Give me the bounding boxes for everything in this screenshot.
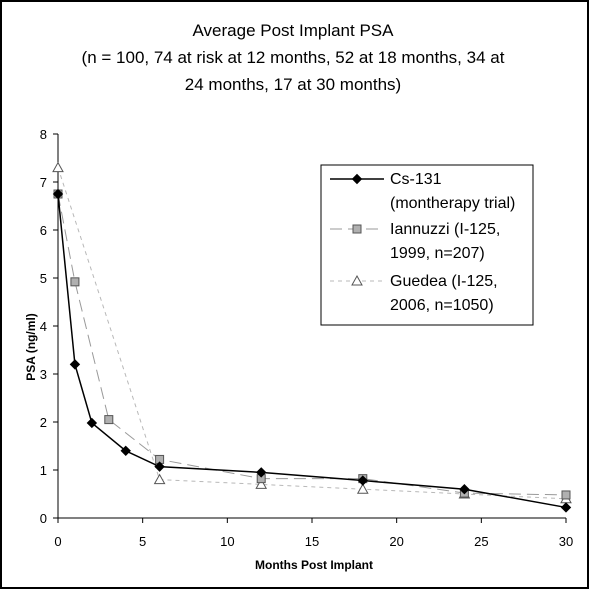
legend-label: (montherapy trial) — [390, 195, 515, 212]
chart-title-line-2: (n = 100, 74 at risk at 12 months, 52 at… — [82, 48, 505, 67]
y-tick-label: 7 — [40, 175, 47, 190]
data-point — [52, 161, 64, 173]
legend-label: Guedea (I-125, — [390, 273, 498, 290]
data-point — [357, 475, 369, 486]
x-tick-label: 20 — [389, 534, 403, 549]
data-point — [560, 502, 572, 513]
legend-label: Iannuzzi (I-125, — [390, 221, 500, 238]
legend-label: Cs-131 — [390, 171, 442, 188]
x-tick-label: 25 — [474, 534, 488, 549]
data-point — [69, 359, 81, 370]
data-point — [86, 417, 98, 429]
series-0 — [52, 188, 572, 513]
y-tick-label: 5 — [40, 271, 47, 286]
chart-title: Average Post Implant PSA (n = 100, 74 at… — [82, 21, 505, 94]
legend-marker — [351, 274, 363, 286]
legend: Cs-131 (montherapy trial) Iannuzzi (I-125,… — [320, 164, 534, 326]
chart-title-line-3: 24 months, 17 at 30 months) — [185, 75, 401, 94]
data-point — [154, 461, 165, 472]
y-tick-label: 6 — [40, 223, 47, 238]
data-point — [459, 483, 470, 495]
y-tick-label: 3 — [40, 367, 47, 382]
data-point — [255, 478, 268, 489]
y-tick-label: 8 — [40, 127, 47, 142]
data-point — [120, 445, 131, 457]
x-tick-label: 0 — [54, 534, 61, 549]
x-tick-label: 10 — [220, 534, 234, 549]
legend-marker — [351, 173, 363, 185]
data-point — [104, 415, 114, 425]
legend-marker — [352, 224, 362, 234]
x-axis-label: Months Post Implant — [255, 558, 373, 572]
y-axis-label: PSA (ng/ml) — [24, 313, 38, 381]
axes: 0 1 2 3 4 5 6 7 8 0 5 10 15 20 25 30 — [40, 127, 573, 549]
data-point — [153, 473, 166, 485]
x-tick-label: 15 — [305, 534, 319, 549]
legend-label: 1999, n=207) — [390, 245, 485, 262]
x-tick-label: 30 — [559, 534, 573, 549]
data-point — [52, 188, 64, 200]
series-line — [57, 167, 567, 500]
x-tick-label: 5 — [139, 534, 146, 549]
data-point — [70, 277, 80, 287]
series-layer — [52, 161, 572, 513]
data-point — [561, 490, 571, 500]
data-point — [356, 483, 369, 494]
data-point — [255, 467, 267, 478]
y-tick-label: 1 — [40, 463, 47, 478]
y-tick-label: 4 — [40, 319, 47, 334]
chart-title-line-1: Average Post Implant PSA — [193, 21, 395, 40]
legend-label: 2006, n=1050) — [390, 297, 494, 314]
y-tick-label: 0 — [40, 511, 47, 526]
legend-box — [320, 164, 534, 326]
y-tick-label: 2 — [40, 415, 47, 430]
